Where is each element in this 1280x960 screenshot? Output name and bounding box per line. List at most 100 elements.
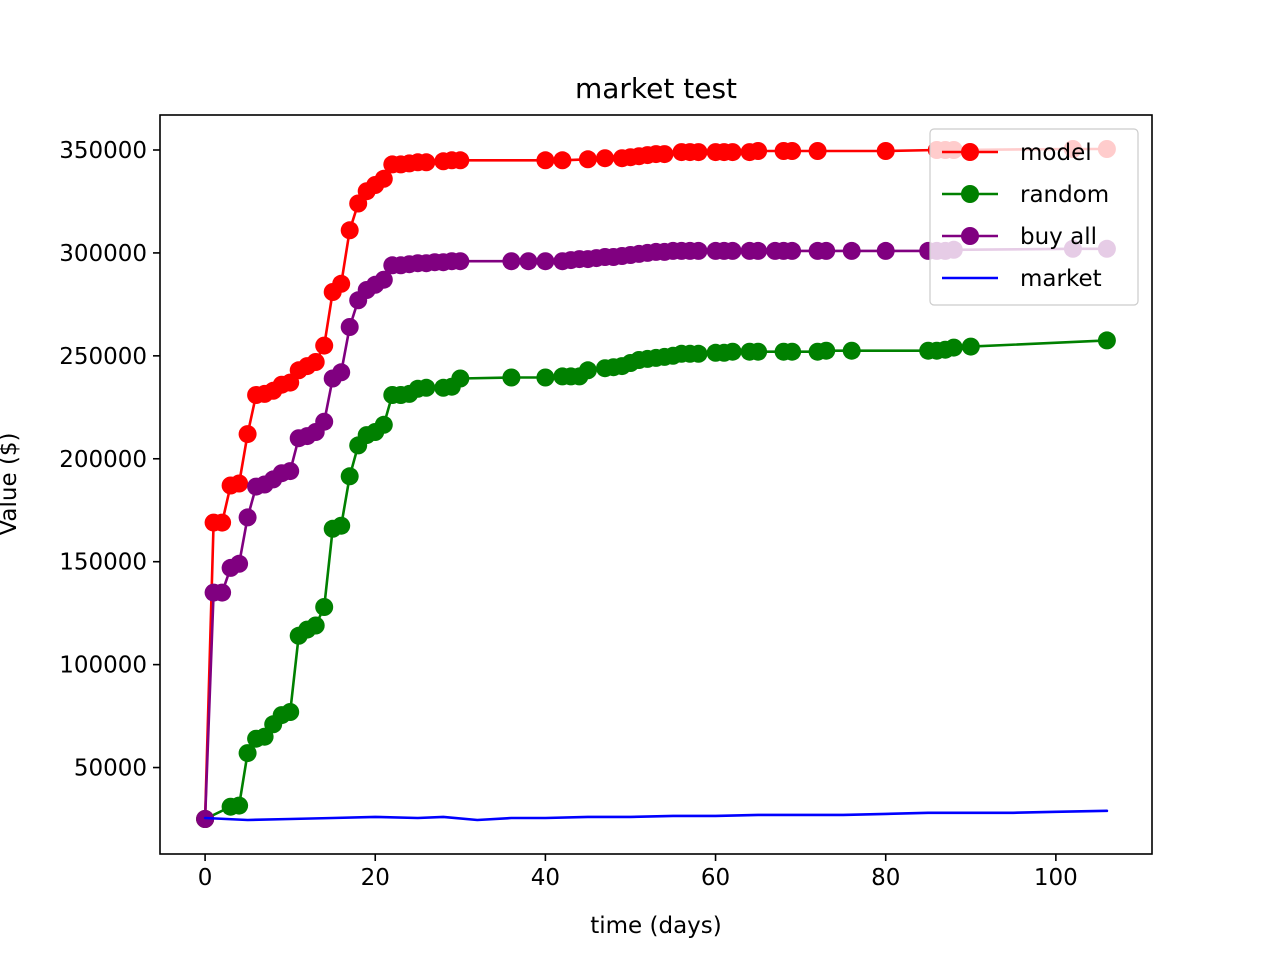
data-point [783,142,802,160]
legend-item: model [942,140,1092,166]
data-point [451,252,470,271]
data-point [876,142,895,160]
plot-frame [159,114,1153,855]
x-axis: 0 20 40 60 80 100 [198,854,1078,891]
x-tick-label: 40 [531,865,560,891]
data-point [374,169,393,188]
chart-title: market test [575,72,737,105]
data-point [749,342,768,361]
series-buy-all [196,239,1116,828]
data-point [578,150,597,169]
data-point [374,415,393,434]
data-point [417,153,436,172]
data-point [332,363,351,382]
data-point [315,598,334,616]
data-point [876,241,895,260]
data-point [723,241,742,260]
legend-item: buy all [942,224,1097,250]
data-point [536,368,555,387]
x-tick-label: 60 [701,865,730,891]
y-tick-label: 50000 [74,756,147,782]
x-tick-label: 100 [1034,865,1078,891]
data-point [817,241,836,260]
legend-label: model [1020,140,1092,166]
data-point [451,369,470,388]
data-point [332,274,351,293]
data-point [451,151,470,170]
data-point [340,318,359,336]
data-point [944,338,963,357]
legend-marker [961,185,979,203]
y-tick-label: 150000 [59,550,147,576]
data-point [842,241,861,260]
data-point [281,703,300,721]
legend-box [929,128,1139,306]
y-tick-label: 350000 [59,138,147,164]
data-point [238,425,257,444]
series-line [203,809,1109,822]
series-random [196,331,1116,828]
data-point [689,143,708,162]
y-axis-label: Value ($) [0,432,22,535]
data-point [213,583,232,602]
data-point [689,241,708,260]
data-point [536,151,555,170]
data-point [578,361,597,380]
data-point [306,616,325,635]
y-tick-label: 200000 [59,447,147,473]
data-point [1097,331,1116,350]
plot-area [196,140,1116,828]
legend-label: buy all [1020,224,1097,250]
data-point [655,145,674,164]
data-point [723,143,742,162]
data-point [536,252,555,271]
data-point [783,241,802,260]
series-market [203,809,1109,822]
data-point [502,252,521,271]
data-point [281,462,300,481]
data-point [723,342,742,361]
data-point [306,353,325,371]
data-point [842,341,861,360]
legend-marker [961,143,979,161]
data-point [783,342,802,361]
data-point [749,142,768,160]
legend-label: random [1020,182,1109,208]
legend-marker [961,227,979,245]
y-tick-label: 300000 [59,241,147,267]
data-point [213,513,232,532]
data-point [817,341,836,360]
data-point [596,149,614,168]
data-point [808,142,827,160]
y-tick-label: 250000 [59,344,147,370]
data-point [238,508,257,527]
data-point [238,744,257,763]
data-point [230,474,249,493]
legend: model random buy all market [929,128,1139,306]
y-axis: 50000 100000 150000 200000 250000 300000 35000… [59,138,160,782]
data-point [417,378,436,397]
data-point [230,554,249,573]
data-point [340,221,359,240]
x-tick-label: 0 [198,865,213,891]
data-point [519,252,538,271]
data-point [315,412,334,431]
data-point [340,467,359,486]
legend-label: market [1020,266,1102,292]
data-point [553,151,572,170]
data-point [315,336,334,355]
data-point [689,344,708,363]
x-tick-label: 20 [361,865,390,891]
legend-item: random [942,182,1109,208]
x-axis-label: time (days) [590,913,722,939]
x-tick-label: 80 [871,865,900,891]
data-point [230,796,249,815]
data-point [332,516,351,535]
data-point [502,368,521,387]
data-point [374,270,393,289]
legend-item: market [942,266,1102,292]
y-tick-label: 100000 [59,653,147,679]
data-point [961,337,980,356]
data-point [749,241,768,260]
